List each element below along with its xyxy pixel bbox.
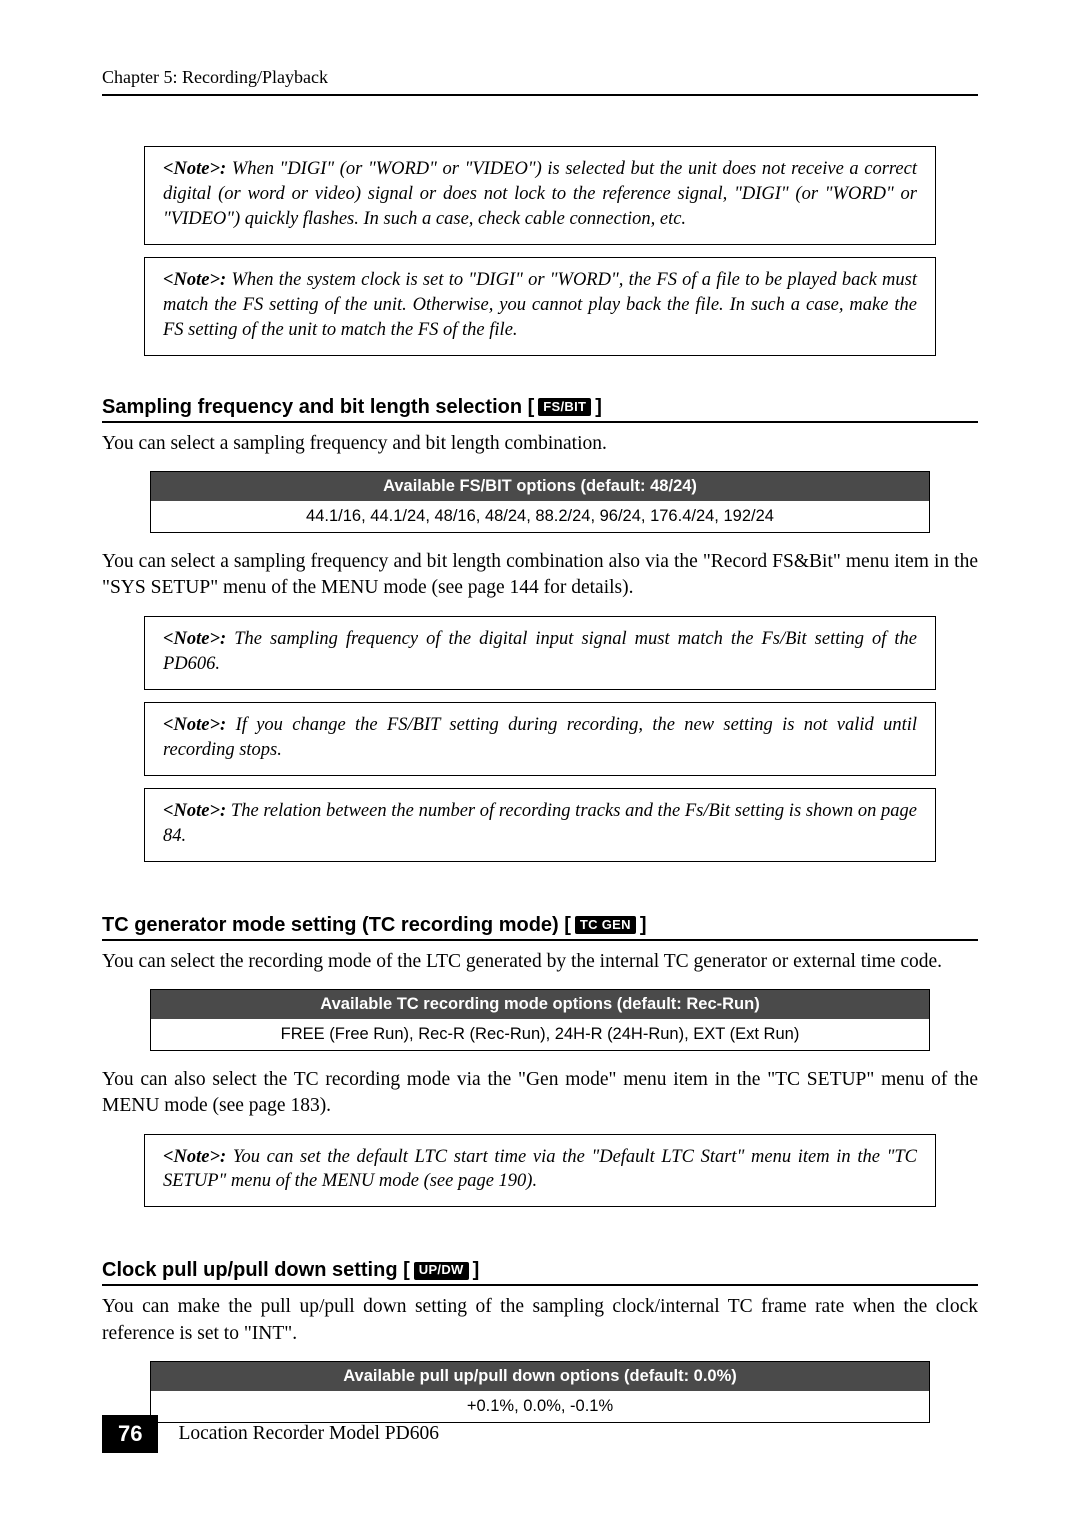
note-text: If you change the FS/BIT setting during … xyxy=(163,715,917,760)
note-box: <Note>: If you change the FS/BIT setting… xyxy=(144,702,936,776)
body-text: You can also select the TC recording mod… xyxy=(102,1067,978,1120)
fsbit-badge-icon: FS/BIT xyxy=(538,398,591,416)
body-text: You can select a sampling frequency and … xyxy=(102,549,978,602)
updw-badge-icon: UP/DW xyxy=(414,1262,469,1280)
note-text: You can set the default LTC start time v… xyxy=(163,1147,917,1192)
chapter-header: Chapter 5: Recording/Playback xyxy=(102,67,978,96)
note-box: <Note>: The relation between the number … xyxy=(144,788,936,862)
table-header: Available pull up/pull down options (def… xyxy=(151,1362,930,1392)
heading-text-close: ] xyxy=(473,1259,480,1282)
footer-product: Location Recorder Model PD606 xyxy=(178,1423,438,1445)
body-text: You can select a sampling frequency and … xyxy=(102,431,978,457)
note-label: <Note>: xyxy=(163,159,226,179)
note-label: <Note>: xyxy=(163,715,226,735)
note-text: When "DIGI" (or "WORD" or "VIDEO") is se… xyxy=(163,159,917,229)
section-heading-pull: Clock pull up/pull down setting [ UP/DW … xyxy=(102,1259,978,1286)
tcgen-options-table: Available TC recording mode options (def… xyxy=(150,989,930,1051)
note-label: <Note>: xyxy=(163,629,226,649)
heading-text: Clock pull up/pull down setting [ xyxy=(102,1259,410,1282)
table-row: 44.1/16, 44.1/24, 48/16, 48/24, 88.2/24,… xyxy=(151,501,930,533)
table-row: FREE (Free Run), Rec-R (Rec-Run), 24H-R … xyxy=(151,1019,930,1051)
note-text: The relation between the number of recor… xyxy=(163,801,917,846)
table-header: Available TC recording mode options (def… xyxy=(151,989,930,1019)
section-heading-fsbit: Sampling frequency and bit length select… xyxy=(102,396,978,423)
page-number: 76 xyxy=(102,1415,158,1453)
note-box: <Note>: When the system clock is set to … xyxy=(144,257,936,356)
note-box: <Note>: The sampling frequency of the di… xyxy=(144,616,936,690)
section-heading-tcgen: TC generator mode setting (TC recording … xyxy=(102,914,978,941)
note-text: The sampling frequency of the digital in… xyxy=(163,629,917,674)
table-header: Available FS/BIT options (default: 48/24… xyxy=(151,472,930,502)
page-footer: 76 Location Recorder Model PD606 xyxy=(102,1415,439,1453)
heading-text: TC generator mode setting (TC recording … xyxy=(102,914,571,937)
note-box: <Note>: When "DIGI" (or "WORD" or "VIDEO… xyxy=(144,146,936,245)
body-text: You can make the pull up/pull down setti… xyxy=(102,1294,978,1347)
body-text: You can select the recording mode of the… xyxy=(102,949,978,975)
note-label: <Note>: xyxy=(163,801,226,821)
tcgen-badge-icon: TC GEN xyxy=(575,916,636,934)
pull-options-table: Available pull up/pull down options (def… xyxy=(150,1361,930,1423)
fsbit-options-table: Available FS/BIT options (default: 48/24… xyxy=(150,471,930,533)
note-text: When the system clock is set to "DIGI" o… xyxy=(163,270,917,340)
note-label: <Note>: xyxy=(163,270,226,290)
heading-text-close: ] xyxy=(595,396,602,419)
heading-text: Sampling frequency and bit length select… xyxy=(102,396,534,419)
note-box: <Note>: You can set the default LTC star… xyxy=(144,1134,936,1208)
note-label: <Note>: xyxy=(163,1147,226,1167)
heading-text-close: ] xyxy=(640,914,647,937)
